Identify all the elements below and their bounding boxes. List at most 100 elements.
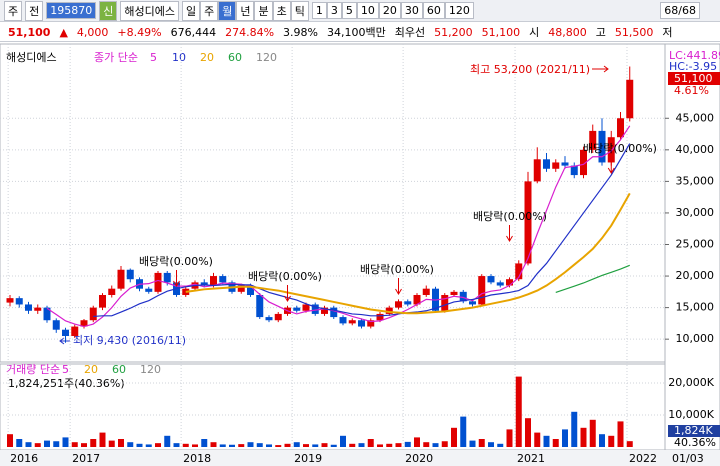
period-button[interactable]: 초 xyxy=(272,0,291,21)
candle-body xyxy=(330,307,338,318)
candle-body xyxy=(524,181,532,264)
volume-bar xyxy=(515,376,522,447)
y-tick-label: 35,000 xyxy=(676,174,715,187)
high-note: 최고 53,200 (2021/11) xyxy=(470,63,590,76)
volume-bar xyxy=(543,435,550,447)
candle-body xyxy=(62,329,69,337)
period-button[interactable]: 틱 xyxy=(290,0,309,21)
volume-bar xyxy=(238,444,245,447)
period-button[interactable]: 일 xyxy=(181,0,201,21)
volume-bar xyxy=(34,443,41,447)
ma-legend: 60 xyxy=(228,51,242,64)
candle-body xyxy=(607,137,615,163)
volume-bar xyxy=(377,444,383,447)
volume-bar xyxy=(562,429,568,447)
candle-body xyxy=(487,276,495,283)
vol-last-box xyxy=(668,425,720,437)
candle-body xyxy=(200,282,208,286)
candle-body xyxy=(99,294,106,308)
volume-bar xyxy=(460,416,467,447)
volume-bar xyxy=(7,434,13,447)
volume-legend: 20 xyxy=(84,363,98,376)
interval-button[interactable]: 60 xyxy=(422,2,445,19)
turnover: 274.84% xyxy=(225,25,275,39)
x-tick-label: 2019 xyxy=(294,452,322,465)
low-note: 최저 9,430 (2016/11) xyxy=(73,334,186,347)
candle-body xyxy=(237,285,245,292)
ask: 51,200 xyxy=(434,25,473,39)
candle-body xyxy=(441,294,449,311)
period-button[interactable]: 주 xyxy=(200,0,219,21)
ma-line xyxy=(93,143,631,318)
candle-body xyxy=(533,159,541,182)
volume-tick-label: 10,000K xyxy=(668,408,714,421)
volume-bar xyxy=(219,444,226,447)
candle-body xyxy=(89,307,97,321)
volume-tick-label: 20,000K xyxy=(668,376,714,389)
period-button[interactable]: 분 xyxy=(254,0,273,21)
candle-body xyxy=(598,130,606,163)
candle-body xyxy=(274,313,282,321)
interval-button[interactable]: 120 xyxy=(444,2,474,19)
volume-bar xyxy=(192,444,198,447)
volume-bar xyxy=(608,435,615,447)
volume-legend: 60 xyxy=(112,363,126,376)
last-price: 51,100 xyxy=(674,72,713,85)
candle-body xyxy=(34,307,42,311)
candle-body xyxy=(6,298,14,303)
volume-bar xyxy=(71,442,78,447)
candle-body xyxy=(450,291,458,295)
x-tick-label: 2022 xyxy=(629,452,657,465)
best: 최우선 xyxy=(394,26,426,39)
candle-body xyxy=(265,317,273,321)
ma-legend: 120 xyxy=(256,51,277,64)
intervals: 1 3 5 10 20 30 60 120 xyxy=(311,2,474,19)
interval-button[interactable]: 20 xyxy=(378,2,401,19)
vol-pct: 40.36% xyxy=(674,436,716,449)
volume-legend: 120 xyxy=(140,363,161,376)
period-button[interactable]: 월 xyxy=(218,0,237,21)
interval-button[interactable]: 3 xyxy=(326,2,342,19)
volume-bar xyxy=(81,443,87,447)
candle-body xyxy=(219,276,227,283)
candle-body xyxy=(413,294,421,305)
y-tick-label: 45,000 xyxy=(676,111,715,124)
x-tick-label: 2021 xyxy=(517,452,545,465)
candle-body xyxy=(247,285,254,295)
candle-body xyxy=(469,301,476,305)
annotation: 배당락(0.00%) xyxy=(583,142,657,155)
high-arrow xyxy=(592,65,609,73)
side[interactable]: 전 xyxy=(25,0,44,21)
open-label: 시 xyxy=(529,26,540,39)
annotation: 배당락(0.00%) xyxy=(248,270,322,283)
candle-body xyxy=(15,298,23,305)
chart-title: 해성디에스 xyxy=(6,50,57,64)
period-button[interactable]: 년 xyxy=(236,0,255,21)
annotation-arrow xyxy=(395,278,402,295)
y-tick-label: 10,000 xyxy=(676,332,715,345)
code[interactable]: 195870 xyxy=(46,2,97,19)
last-box xyxy=(668,72,720,85)
interval-button[interactable]: 30 xyxy=(400,2,423,19)
y-tick-label: 25,000 xyxy=(676,238,715,251)
x-tick-label: 2020 xyxy=(405,452,433,465)
high-label: 고 xyxy=(595,26,606,39)
page-count: 68/68 xyxy=(660,2,700,19)
candle-body xyxy=(108,288,116,295)
interval-button[interactable]: 10 xyxy=(356,2,379,19)
arrow: ▲ xyxy=(59,25,68,39)
bid: 51,100 xyxy=(481,25,521,39)
interval-button[interactable]: 1 xyxy=(311,2,327,19)
candle-body xyxy=(395,301,402,308)
vol-last: 1,824K xyxy=(674,424,713,437)
market[interactable]: 주 xyxy=(4,0,23,21)
volume-bar xyxy=(340,435,346,447)
ma-label: 종가 단순 xyxy=(94,51,138,64)
volume-bar xyxy=(478,439,485,447)
change: 4,000 xyxy=(76,25,109,39)
volume-bar xyxy=(256,443,263,447)
interval-button[interactable]: 5 xyxy=(341,2,357,19)
candle-body xyxy=(617,118,624,138)
